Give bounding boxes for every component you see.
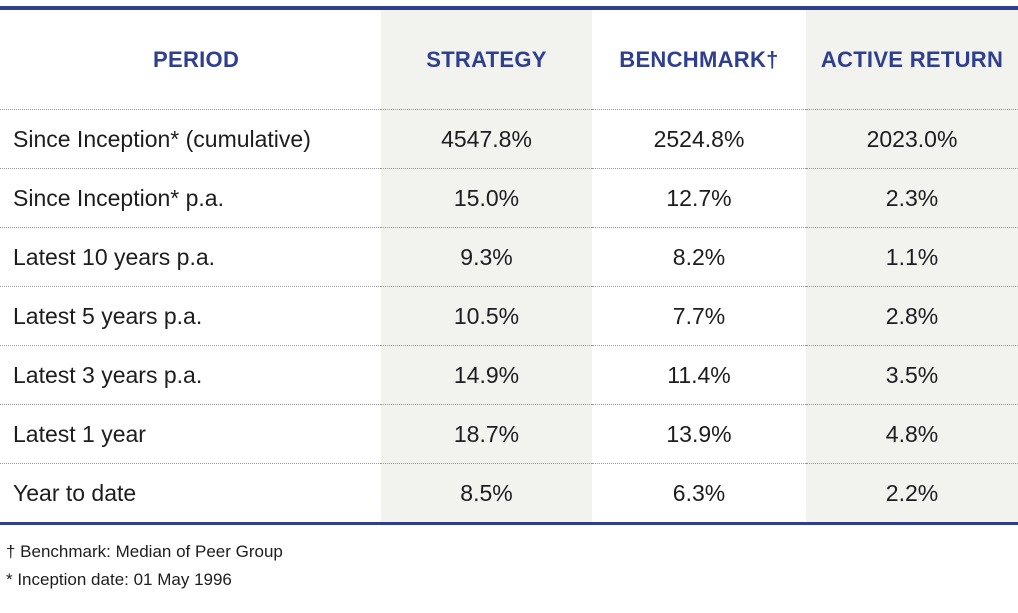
strategy-cell: 10.5% [381,286,592,346]
period-cell: Year to date [13,479,137,506]
table-row: Year to date 8.5% 6.3% 2.2% [0,464,1018,523]
table-row: Since Inception* p.a. 15.0% 12.7% 2.3% [0,168,1018,228]
strategy-cell: 18.7% [381,404,592,464]
header-active-return: ACTIVE RETURN [806,10,1018,110]
header-benchmark: BENCHMARK† [592,10,806,110]
performance-table: PERIOD STRATEGY BENCHMARK† ACTIVE RETURN… [0,10,1018,522]
table-row: Latest 1 year 18.7% 13.9% 4.8% [0,404,1018,464]
active-return-cell: 2.3% [806,168,1018,228]
period-cell: Since Inception* (cumulative) [0,109,381,169]
period-cell: Latest 10 years p.a. [0,227,381,287]
active-return-cell: 3.5% [806,345,1018,405]
table-row: Latest 3 years p.a. 14.9% 11.4% 3.5% [0,345,1018,405]
benchmark-cell: 6.3% [672,479,726,506]
table-row: Latest 10 years p.a. 9.3% 8.2% 1.1% [0,227,1018,287]
benchmark-cell: 12.7% [592,168,806,228]
strategy-cell: 15.0% [381,168,592,228]
strategy-cell: 14.9% [381,345,592,405]
period-cell: Latest 5 years p.a. [0,286,381,346]
benchmark-cell: 2524.8% [592,109,806,169]
header-row: PERIOD STRATEGY BENCHMARK† ACTIVE RETURN [0,10,1018,110]
strategy-cell: 4547.8% [381,109,592,169]
active-return-cell: 2023.0% [806,109,1018,169]
benchmark-footnote: † Benchmark: Median of Peer Group [6,542,283,561]
header-strategy: STRATEGY [381,10,592,110]
benchmark-cell: 13.9% [592,404,806,464]
active-return-cell: 2.2% [885,479,939,506]
active-return-cell: 4.8% [806,404,1018,464]
benchmark-cell: 7.7% [592,286,806,346]
benchmark-cell: 8.2% [592,227,806,287]
period-cell: Latest 3 years p.a. [0,345,381,405]
header-period: PERIOD [0,10,381,110]
bottom-rule [0,522,1018,525]
table-row: Since Inception* (cumulative) 4547.8% 25… [0,109,1018,169]
active-return-cell: 1.1% [806,227,1018,287]
period-cell: Latest 1 year [0,404,381,464]
table-row: Latest 5 years p.a. 10.5% 7.7% 2.8% [0,286,1018,346]
period-cell: Since Inception* p.a. [0,168,381,228]
benchmark-cell: 11.4% [592,345,806,405]
strategy-cell: 8.5% [460,479,513,506]
inception-footnote: * Inception date: 01 May 1996 [6,570,232,589]
footnotes: † Benchmark: Median of Peer Group * Ince… [6,538,283,594]
active-return-cell: 2.8% [806,286,1018,346]
top-rule [0,6,1018,10]
strategy-cell: 9.3% [381,227,592,287]
